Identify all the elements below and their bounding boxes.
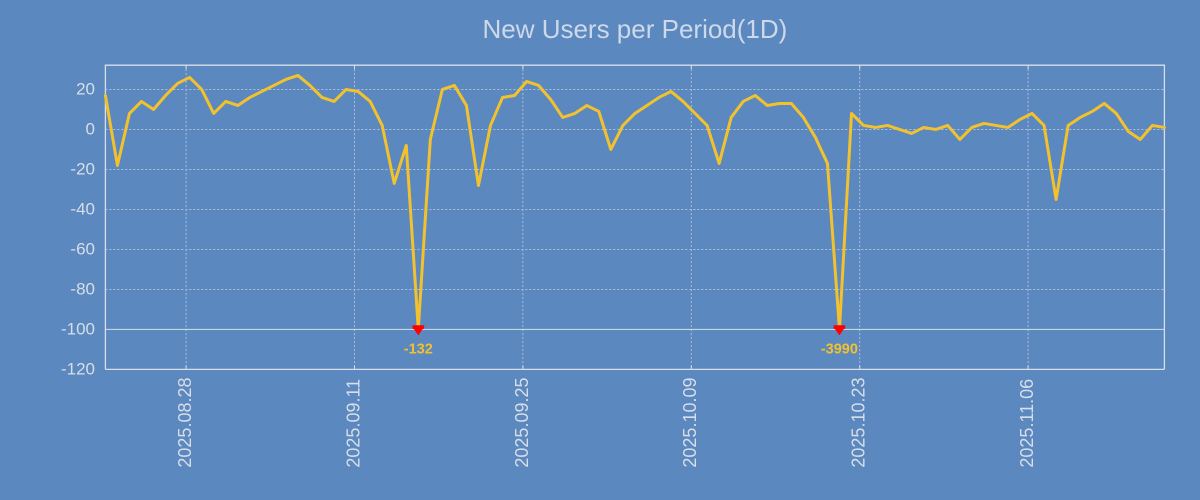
svg-text:-100: -100: [61, 319, 95, 338]
svg-text:2025.11.06: 2025.11.06: [1017, 379, 1037, 468]
svg-text:2025.09.11: 2025.09.11: [343, 379, 363, 468]
svg-text:-120: -120: [61, 359, 95, 378]
svg-text:-3990: -3990: [821, 342, 858, 358]
svg-text:2025.10.23: 2025.10.23: [849, 378, 869, 468]
svg-text:20: 20: [76, 79, 95, 98]
svg-text:-60: -60: [70, 239, 95, 258]
svg-text:0: 0: [86, 119, 95, 138]
svg-text:-132: -132: [404, 342, 433, 358]
svg-text:2025.08.28: 2025.08.28: [175, 378, 195, 468]
svg-text:2025.10.09: 2025.10.09: [680, 378, 700, 468]
svg-text:-40: -40: [70, 199, 95, 218]
svg-text:-80: -80: [70, 279, 95, 298]
svg-text:2025.09.25: 2025.09.25: [512, 378, 532, 468]
svg-text:-20: -20: [70, 159, 95, 178]
